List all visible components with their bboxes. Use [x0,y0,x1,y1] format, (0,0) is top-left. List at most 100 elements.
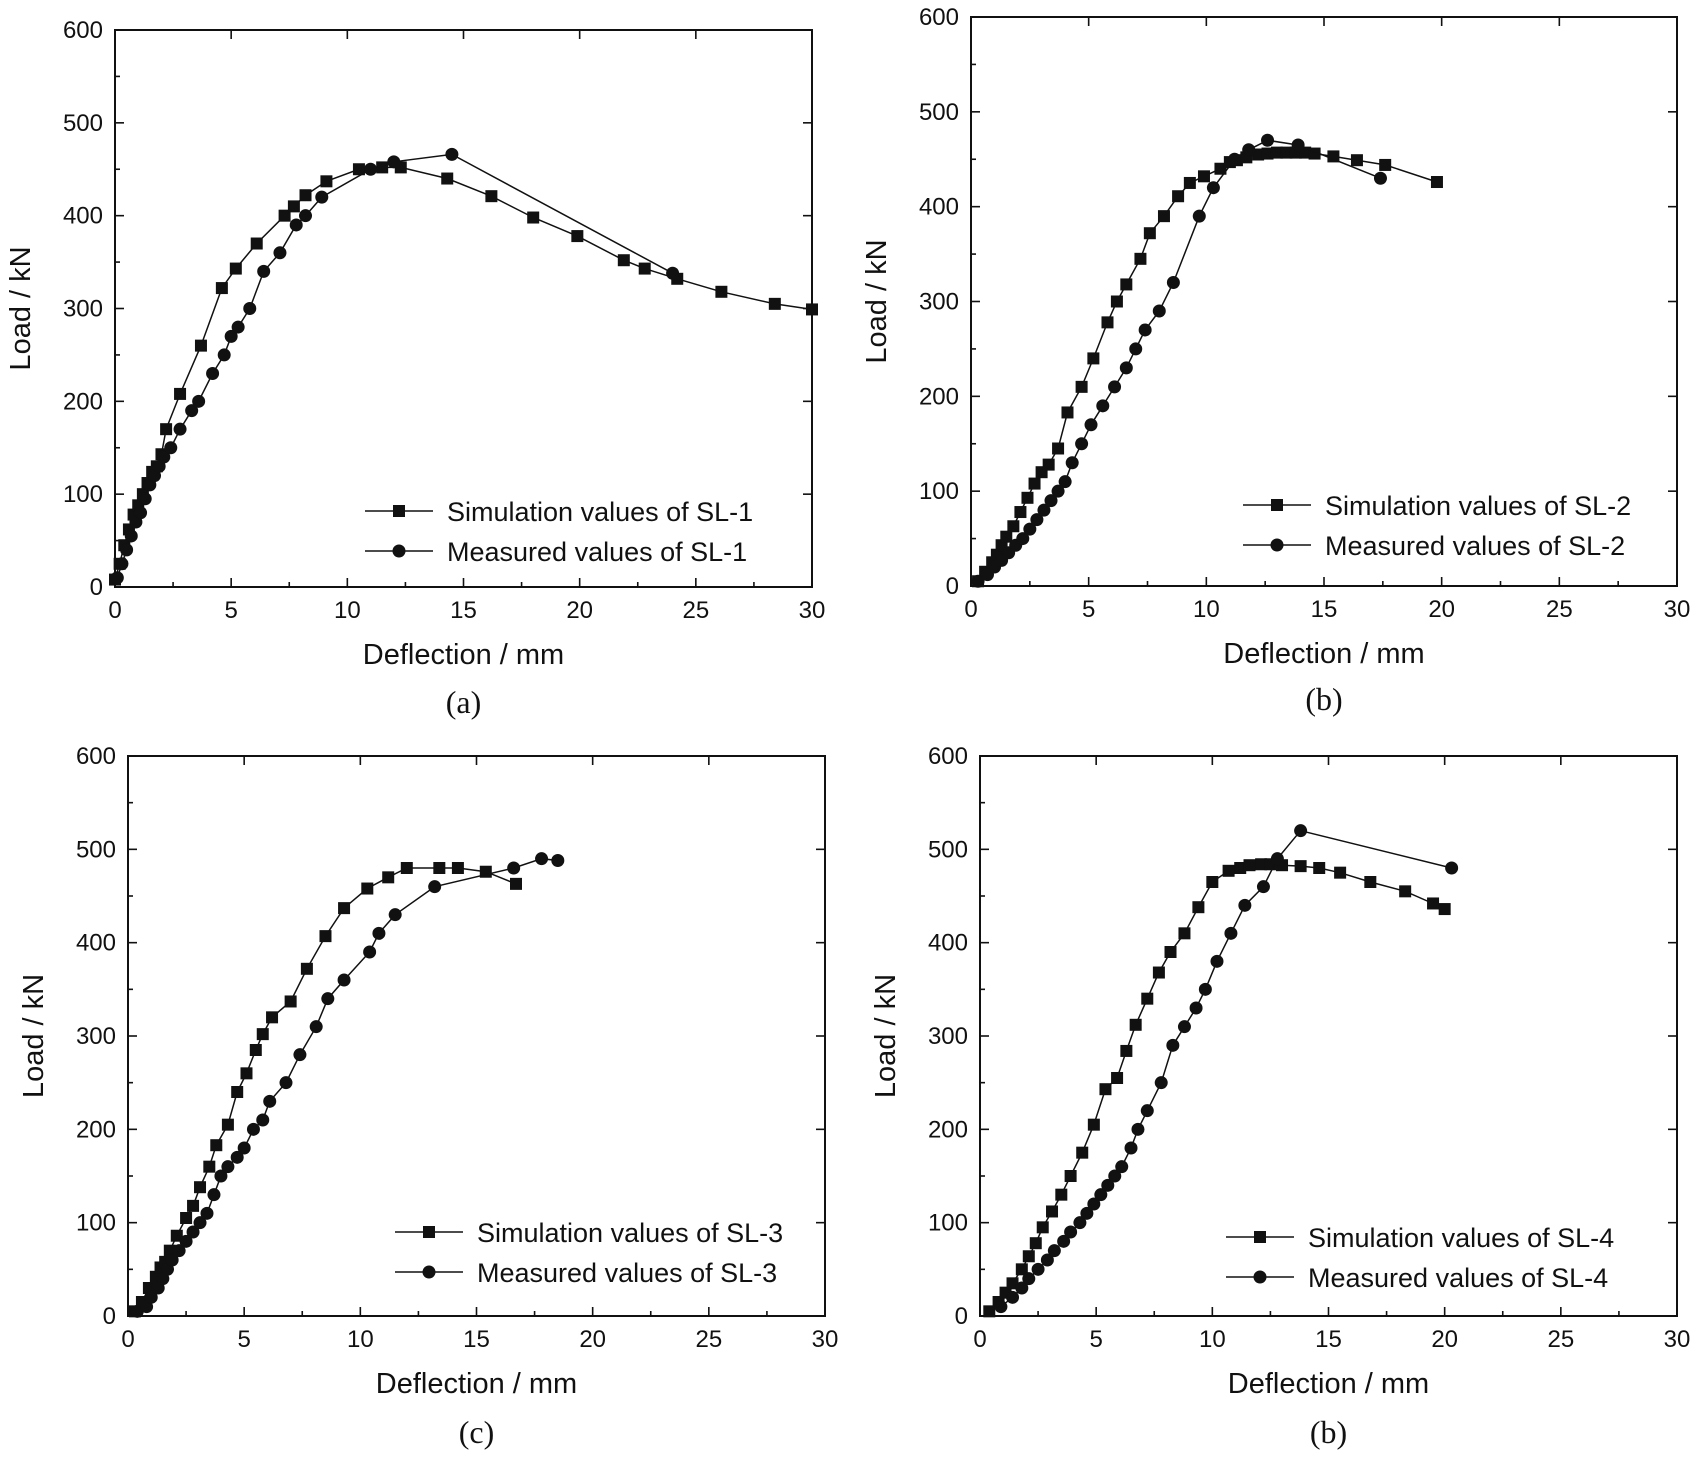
data-point [186,1225,200,1239]
data-point [1022,1250,1035,1263]
data-point [180,1212,193,1224]
data-point [1108,1169,1122,1183]
data-point [1028,477,1041,490]
y-tick-label: 100 [63,481,103,508]
data-point [229,262,242,275]
data-point [1120,1044,1133,1057]
y-tick-label: 400 [919,194,959,221]
data-point [1166,1038,1180,1052]
data-point [1313,862,1326,874]
data-point [1087,1118,1100,1131]
data-point [273,246,287,260]
series-measured [971,133,1387,588]
data-point [1294,824,1308,838]
data-point [1192,209,1206,223]
data-point [1075,380,1088,393]
data-point [1119,361,1133,375]
data-point [192,394,206,408]
data-point [309,1020,323,1034]
series-measured [130,852,565,1318]
data-point [1206,876,1219,888]
data-point [300,962,313,975]
data-point [571,230,584,243]
data-point [315,190,329,204]
legend-marker [422,1265,436,1279]
data-point [994,1300,1008,1314]
data-point [1350,154,1363,167]
data-point [1364,876,1377,888]
data-point [194,339,207,352]
data-point [1438,903,1451,916]
data-point [138,492,152,506]
data-point [1037,503,1051,517]
series-simulation [983,858,1451,1318]
x-tick-label: 0 [964,596,977,623]
data-point [387,155,401,169]
data-point [1040,1253,1054,1267]
data-point [1270,852,1284,866]
legend-label: Measured values of SL-3 [477,1258,777,1288]
x-tick-label: 0 [108,597,121,624]
data-point [289,218,303,232]
legend: Simulation values of SL-2 Measured values… [1243,491,1631,561]
data-point [249,1044,262,1056]
data-point [1084,418,1098,432]
data-point [1178,927,1191,940]
data-point [388,908,402,922]
data-point [1379,158,1392,171]
data-point [221,1160,235,1174]
data-point [364,162,378,176]
data-point [1198,982,1212,996]
data-point [451,862,464,874]
data-point [185,404,199,418]
x-tick-label: 25 [1546,596,1573,623]
data-point [1031,1262,1045,1276]
data-point [256,1028,269,1041]
data-point [1065,456,1079,470]
data-point [170,1229,183,1242]
data-point [172,1244,186,1258]
series-measured [110,147,680,585]
data-point [1256,880,1270,894]
data-point [1022,1272,1036,1286]
data-point [382,871,395,884]
data-point [1152,304,1166,318]
data-point [173,422,187,436]
y-tick-label: 500 [76,836,116,863]
x-axis-title: Deflection / mm [376,1368,577,1400]
data-point [1006,1277,1019,1290]
y-tick-label: 400 [928,930,968,957]
data-point [1327,150,1340,163]
data-point [1000,530,1013,543]
x-axis-title: Deflection / mm [363,639,564,671]
data-point [230,1150,244,1164]
data-point [1115,1160,1129,1174]
data-point [1023,522,1037,536]
data-point [1234,862,1247,874]
data-point [433,862,446,874]
data-point [1057,1234,1071,1248]
data-point [1134,252,1147,265]
y-tick-label: 600 [928,743,968,770]
data-point [1228,152,1242,166]
data-point [428,880,442,894]
data-point [278,209,291,222]
data-point [1046,1205,1059,1218]
data-point [144,1290,158,1304]
data-point [124,529,138,543]
x-tick-label: 25 [1547,1326,1574,1353]
x-tick-label: 10 [347,1326,374,1353]
data-point [1061,406,1074,419]
data-point [1164,946,1177,958]
data-point [1154,1076,1168,1090]
data-point [1099,1083,1112,1096]
data-point [263,1094,277,1108]
chart-panel-4: 0 5 10 15 20 25 300100200300400500600Deflectio… [870,743,1690,1450]
data-point [1183,176,1196,189]
data-point [1222,864,1235,877]
data-point [1166,276,1180,290]
y-tick-label: 500 [63,110,103,137]
legend-label: Measured values of SL-2 [1325,531,1625,561]
data-point [1197,170,1210,183]
